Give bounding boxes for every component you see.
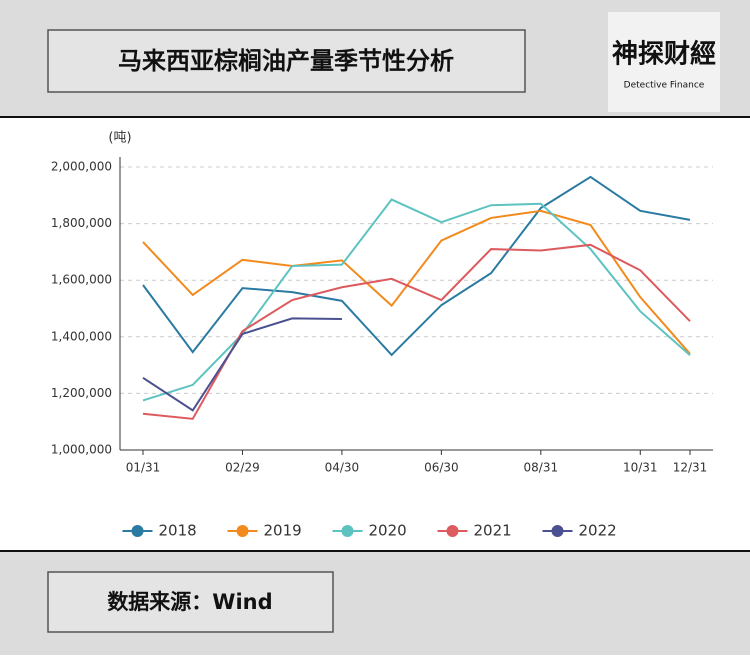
legend-label: 2021: [474, 522, 512, 540]
x-tick-label: 12/31: [673, 461, 708, 475]
x-tick-label: 01/31: [126, 461, 161, 475]
y-unit: (吨): [108, 131, 131, 146]
source-box: [47, 571, 334, 633]
legend-marker: [131, 525, 144, 537]
series-line: [142, 209, 691, 355]
legend-label: 2020: [369, 522, 407, 540]
x-tick-label: 06/30: [424, 461, 459, 475]
legend-marker: [341, 525, 354, 537]
y-tick-label: 2,000,000: [51, 160, 112, 174]
title-box: [47, 29, 526, 93]
logo: 神探财經: [612, 39, 716, 70]
y-tick-label: 1,400,000: [51, 329, 112, 343]
y-tick-label: 1,200,000: [51, 386, 112, 400]
legend-label: 2022: [579, 522, 617, 540]
source: 数据来源：Wind: [107, 590, 272, 614]
series-line: [142, 175, 691, 357]
x-tick-label: 08/31: [524, 461, 559, 475]
logo-subtitle: Detective Finance: [624, 81, 705, 91]
legend-marker: [551, 525, 564, 537]
series-line: [142, 317, 342, 412]
y-tick-label: 1,600,000: [51, 273, 112, 287]
y-tick-label: 1,000,000: [51, 443, 112, 457]
x-tick-label: 10/31: [623, 461, 658, 475]
legend-label: 2018: [159, 522, 197, 540]
legend-marker: [236, 525, 249, 537]
series-line: [142, 198, 691, 402]
x-tick-label: 04/30: [325, 461, 360, 475]
x-tick-label: 02/29: [225, 461, 260, 475]
y-tick-label: 1,800,000: [51, 216, 112, 230]
chart-panel: [0, 118, 750, 550]
title: 马来西亚棕榈油产量季节性分析: [118, 47, 454, 75]
legend-marker: [446, 525, 459, 537]
logo-box: [608, 12, 720, 112]
legend-label: 2019: [264, 522, 302, 540]
